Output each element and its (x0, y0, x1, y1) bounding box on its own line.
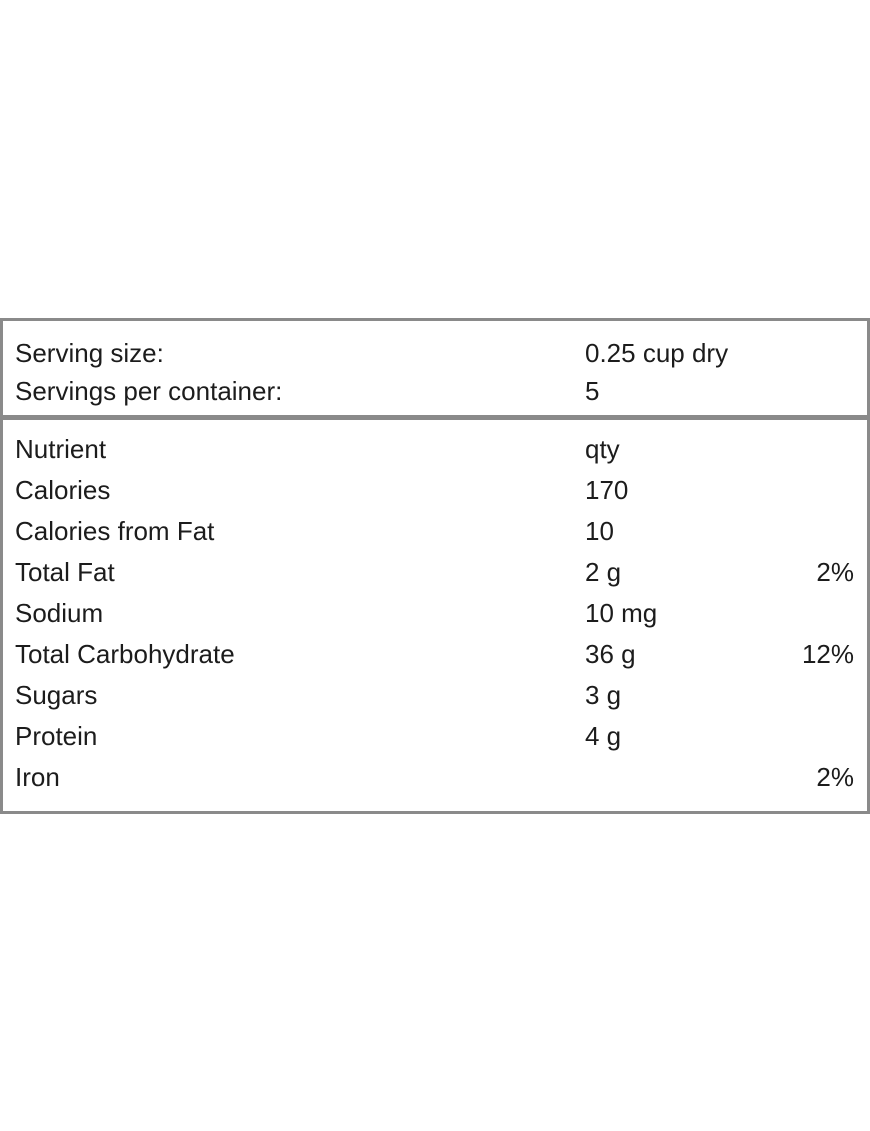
table-row: Total Fat 2 g 2% (3, 552, 867, 593)
nutrient-daily-value: 2% (816, 557, 854, 587)
serving-size-value: 0.25 cup dry (585, 338, 729, 368)
table-row: Protein 4 g (3, 716, 867, 757)
nutrient-name: Total Fat (15, 557, 115, 587)
nutrient-name: Sodium (15, 598, 104, 628)
nutrient-qty: 170 (585, 475, 629, 505)
nutrient-name: Iron (15, 762, 60, 792)
table-header-row: Nutrient qty (3, 429, 867, 470)
nutrient-qty: 4 g (585, 721, 622, 751)
nutrient-qty: 3 g (585, 680, 622, 710)
table-row: Sugars 3 g (3, 675, 867, 716)
nutrient-name: Protein (15, 721, 98, 751)
qty-column-header: qty (585, 434, 620, 464)
nutrient-name: Total Carbohydrate (15, 639, 235, 669)
nutrition-label: Serving size: 0.25 cup dry Servings per … (0, 318, 870, 814)
section-divider (3, 415, 867, 420)
table-row: Sodium 10 mg (3, 593, 867, 634)
nutrient-name: Sugars (15, 680, 98, 710)
nutrient-name: Calories from Fat (15, 516, 215, 546)
servings-per-container-value: 5 (585, 376, 600, 406)
nutrient-qty: 10 (585, 516, 614, 546)
servings-per-container-row: Servings per container: 5 (3, 371, 867, 412)
nutrient-qty: 10 mg (585, 598, 658, 628)
nutrient-name: Calories (15, 475, 111, 505)
serving-size-row: Serving size: 0.25 cup dry (3, 333, 867, 374)
nutrient-qty: 2 g (585, 557, 622, 587)
table-row: Calories from Fat 10 (3, 511, 867, 552)
servings-per-container-label: Servings per container: (15, 376, 283, 406)
table-row: Calories 170 (3, 470, 867, 511)
table-row: Total Carbohydrate 36 g 12% (3, 634, 867, 675)
serving-size-label: Serving size: (15, 338, 164, 368)
nutrient-daily-value: 12% (801, 639, 854, 669)
nutrient-daily-value: 2% (816, 762, 854, 792)
nutrient-qty: 36 g (585, 639, 636, 669)
table-row: Iron 2% (3, 757, 867, 798)
nutrient-column-header: Nutrient (15, 434, 107, 464)
